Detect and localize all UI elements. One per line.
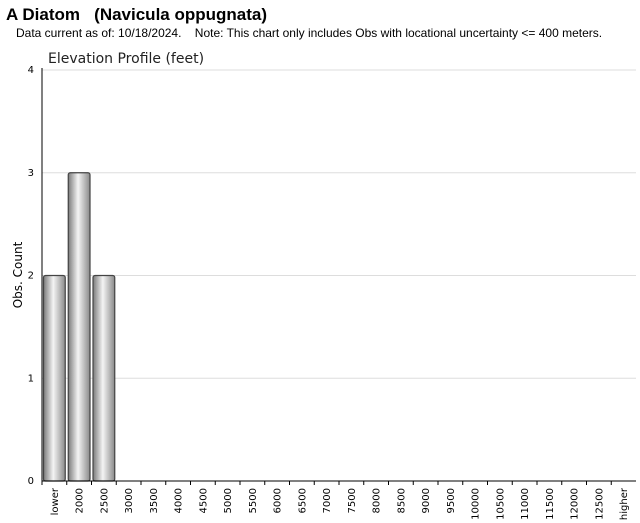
x-tick-label: 8000 (372, 488, 383, 513)
x-tick-label: 6500 (297, 488, 308, 513)
x-tick-label: 2000 (75, 488, 86, 513)
x-tick-label: 10500 (495, 488, 506, 520)
y-tick-label: 4 (28, 65, 34, 76)
bar-2000 (67, 172, 91, 482)
x-tick-label: higher (619, 487, 630, 520)
bar-lower (42, 274, 66, 482)
x-tick-label: 4500 (198, 488, 209, 513)
x-tick-label: 12000 (570, 488, 581, 520)
bar-2500 (92, 274, 116, 482)
x-tick-label: 5500 (248, 488, 259, 513)
x-tick-label: 3000 (124, 488, 135, 513)
x-tick-label: 3500 (149, 488, 160, 513)
y-tick-labels: 0 1 2 3 4 (28, 65, 34, 487)
y-tick-label: 1 (28, 373, 34, 384)
data-note: Data current as of: 10/18/2024. Note: Th… (16, 26, 603, 40)
x-tick-label: 2500 (99, 488, 110, 513)
x-tick-label: 9500 (446, 488, 457, 513)
y-tick-label: 2 (28, 271, 34, 282)
x-tick-label: 10000 (471, 488, 482, 520)
x-tick-label: 11000 (520, 488, 531, 520)
x-tick-labels: lower 2000 2500 3000 3500 4000 4500 5000 5500 600… (41, 481, 630, 520)
x-tick-label: lower (50, 487, 61, 515)
axes (41, 68, 636, 482)
chart-title: Elevation Profile (feet) (48, 51, 204, 67)
x-tick-label: 7500 (347, 488, 358, 513)
x-tick-label: 12500 (594, 488, 605, 520)
page-title: A Diatom (Navicula oppugnata) (6, 5, 268, 24)
x-tick-label: 6000 (273, 488, 284, 513)
grid-lines (42, 69, 636, 379)
x-tick-label: 8500 (396, 488, 407, 513)
y-axis-label: Obs. Count (11, 241, 25, 308)
y-tick-label: 3 (28, 168, 34, 179)
bars (42, 172, 116, 482)
x-tick-label: 9000 (421, 488, 432, 513)
y-tick-label: 0 (28, 476, 34, 487)
x-tick-label: 7000 (322, 488, 333, 513)
x-tick-label: 4000 (174, 488, 185, 513)
x-tick-label: 5000 (223, 488, 234, 513)
x-tick-label: 11500 (545, 488, 556, 520)
